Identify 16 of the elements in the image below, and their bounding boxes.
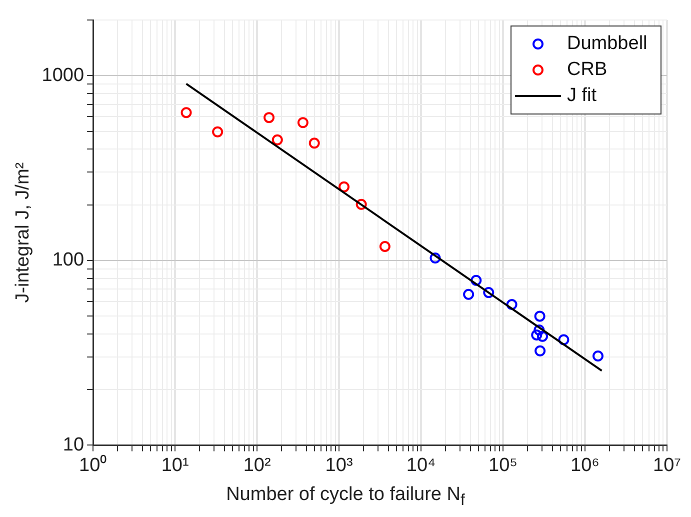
y-tick-label: 1000 xyxy=(42,64,84,86)
x-tick-label: 10² xyxy=(243,454,271,476)
x-tick-label: 10³ xyxy=(325,454,353,476)
x-tick-label: 10¹ xyxy=(161,454,189,476)
x-tick-label: 10⁴ xyxy=(406,454,436,476)
x-tick-label: 10⁷ xyxy=(652,454,682,476)
x-tick-label: 10⁶ xyxy=(570,454,600,476)
x-tick-label: 10⁵ xyxy=(488,454,518,476)
legend-label: J fit xyxy=(567,85,598,106)
x-tick-label: 10⁰ xyxy=(78,454,108,476)
x-axis-title: Number of cycle to failure N$_{f}$ xyxy=(225,484,466,510)
legend-label: Dumbbell xyxy=(567,33,648,54)
y-tick-label: 100 xyxy=(52,250,84,271)
legend-label: CRB xyxy=(567,59,608,80)
y-tick-label: 10 xyxy=(62,434,84,456)
y-axis-title: J-integral J, J/m² xyxy=(12,162,34,303)
